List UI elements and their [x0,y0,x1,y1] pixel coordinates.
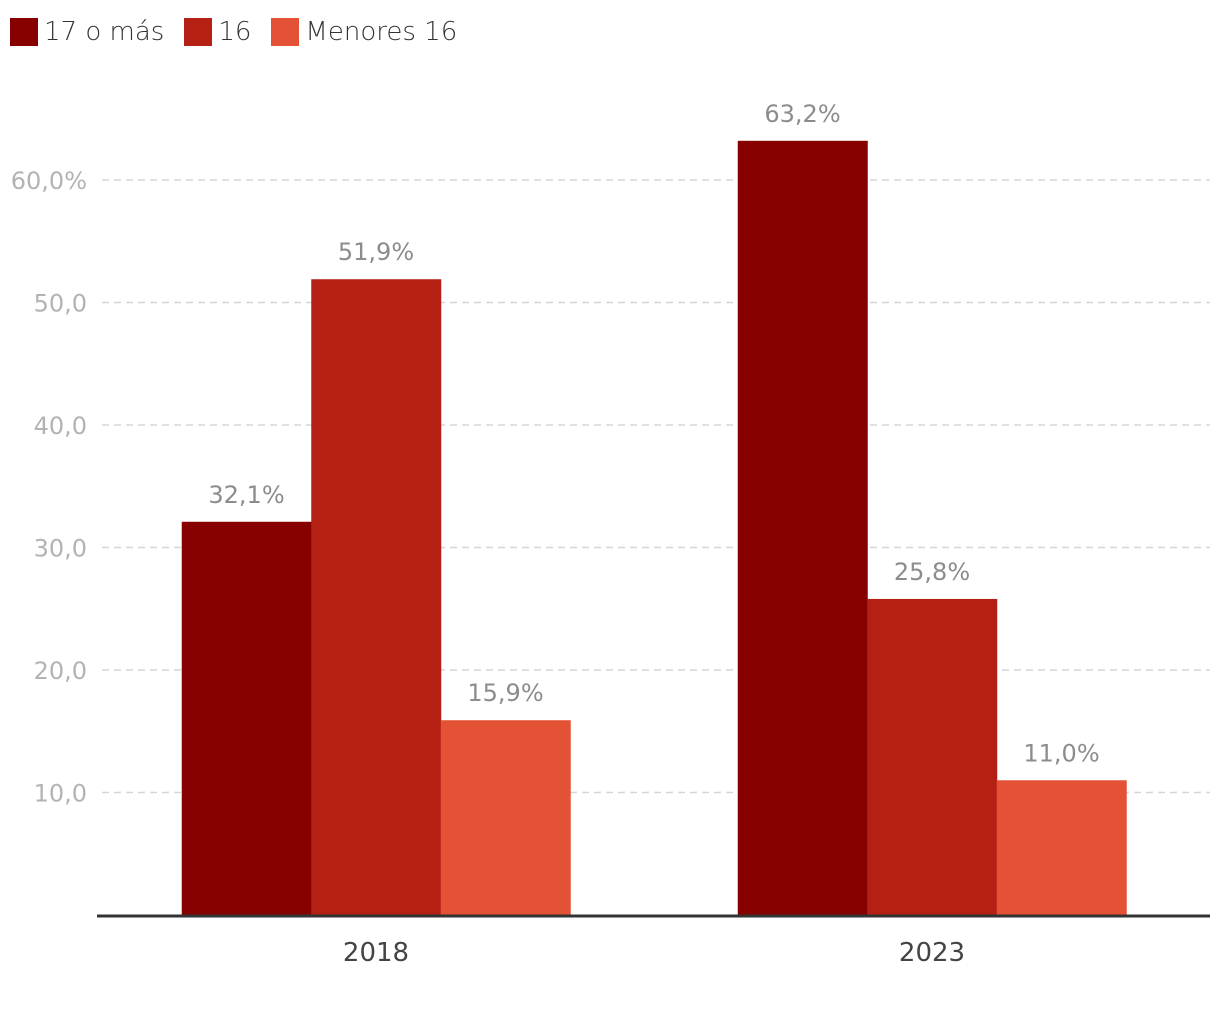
bar-2018-series-0 [181,521,312,915]
data-label-2023-series-1: 25,8% [894,558,970,586]
y-tick-label-2: 30,0 [34,535,87,563]
y-tick-label-5: 60,0% [11,167,87,195]
legend: 17 o más 16 Menores 16 [10,14,457,50]
y-tick-label-4: 50,0 [34,290,87,318]
legend-label-17-o-mas: 17 o más [44,17,165,47]
data-label-2023-series-2: 11,0% [1023,739,1099,767]
y-tick-label-1: 20,0 [34,657,87,685]
x-category-label-2023: 2023 [899,938,965,968]
bar-2023-series-0 [737,140,868,916]
y-tick-label-3: 40,0 [34,412,87,440]
x-category-label-2018: 2018 [343,938,409,968]
legend-item-16: 16 [184,17,251,47]
legend-swatch-menores-16 [271,18,300,46]
bar-2023-series-1 [867,598,998,915]
data-label-2023-series-0: 63,2% [764,100,840,128]
y-tick-label-0: 10,0 [34,780,87,808]
bar-2018-series-1 [311,279,442,916]
bar-2023-series-2 [996,780,1127,915]
legend-label-menores-16: Menores 16 [305,17,458,47]
legend-swatch-17-o-mas [10,18,38,46]
data-label-2018-series-0: 32,1% [208,481,284,509]
legend-item-menores-16: Menores 16 [271,17,457,47]
data-label-2018-series-1: 51,9% [338,238,414,266]
data-label-2018-series-2: 15,9% [467,679,543,707]
bar-2018-series-2 [440,720,571,915]
legend-swatch-16 [184,18,213,46]
legend-item-17-o-mas: 17 o más [10,17,164,47]
legend-label-16: 16 [218,17,252,47]
